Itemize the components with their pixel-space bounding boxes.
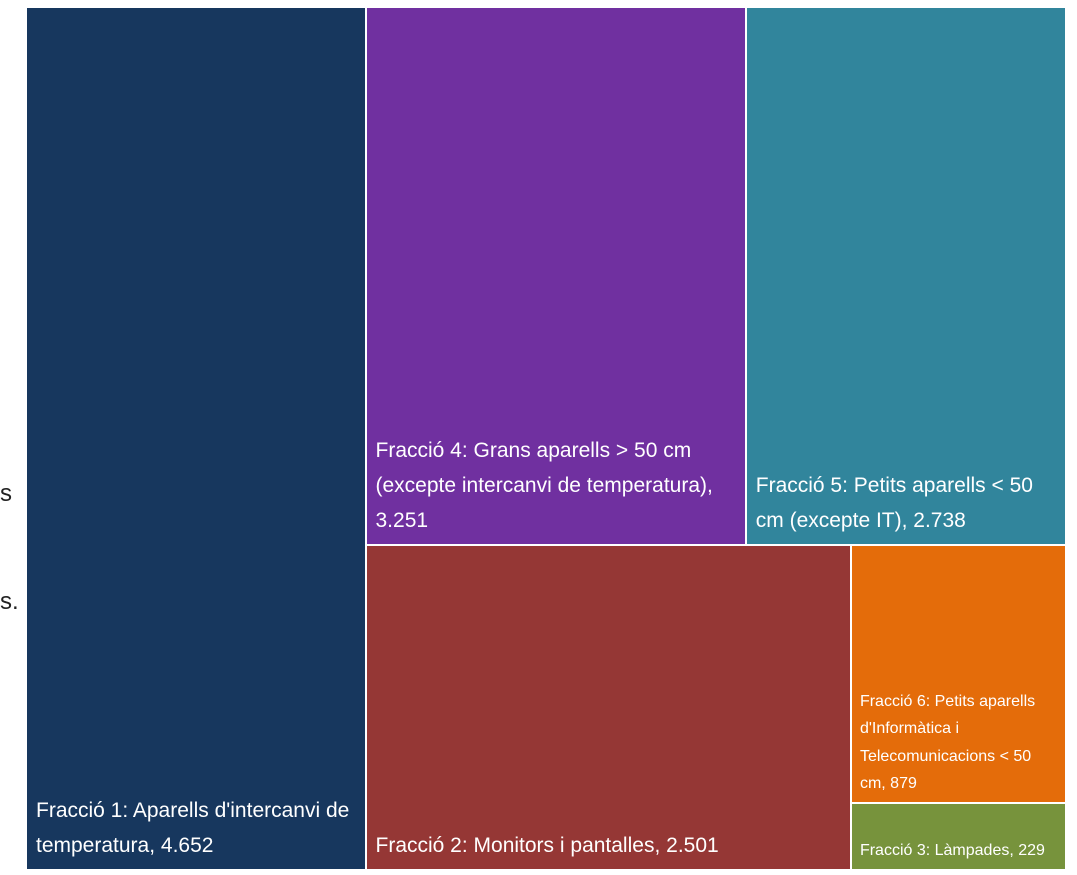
text-fragment: s xyxy=(0,480,12,507)
text-fragment: s. xyxy=(0,588,19,615)
value-label: 2.738 xyxy=(913,509,966,533)
value-label: 4.652 xyxy=(160,834,214,857)
category-label: Fracció 3: Làmpades, xyxy=(859,842,1014,860)
value-label: 879 xyxy=(890,775,917,793)
treemap-cell: Fracció 3: Làmpades, 229 xyxy=(850,802,1066,870)
category-label: Fracció 1: Aparells d'intercanvi de temp… xyxy=(36,799,350,857)
treemap-cell: Fracció 1: Aparells d'intercanvi de temp… xyxy=(26,7,366,870)
cell-label: Fracció 4: Grans aparells > 50 cm (excep… xyxy=(367,433,745,544)
treemap-cell: Fracció 6: Petits aparells d'Informàtica… xyxy=(850,545,1066,803)
treemap-cell: Fracció 5: Petits aparells < 50 cm (exce… xyxy=(745,7,1066,546)
treemap-cell: Fracció 4: Grans aparells > 50 cm (excep… xyxy=(365,7,746,546)
cell-label: Fracció 3: Làmpades, 229 xyxy=(852,837,1053,868)
category-label: Fracció 2: Monitors i pantalles, xyxy=(375,833,661,857)
cell-label: Fracció 2: Monitors i pantalles, 2.501 xyxy=(367,828,729,869)
category-label: Fracció 4: Grans aparells > 50 cm (excep… xyxy=(375,439,713,498)
cell-label: Fracció 1: Aparells d'intercanvi de temp… xyxy=(27,793,365,869)
category-label: Fracció 5: Petits aparells < 50 cm (exce… xyxy=(755,474,1033,533)
value-label: 3.251 xyxy=(375,509,429,533)
treemap-cell: Fracció 2: Monitors i pantalles, 2.501 xyxy=(365,545,851,870)
category-label: Fracció 6: Petits aparells d'Informàtica… xyxy=(859,692,1036,793)
value-label: 2.501 xyxy=(666,833,719,857)
cell-label: Fracció 5: Petits aparells < 50 cm (exce… xyxy=(747,468,1065,544)
value-label: 229 xyxy=(1018,842,1045,860)
cell-label: Fracció 6: Petits aparells d'Informàtica… xyxy=(852,688,1065,802)
